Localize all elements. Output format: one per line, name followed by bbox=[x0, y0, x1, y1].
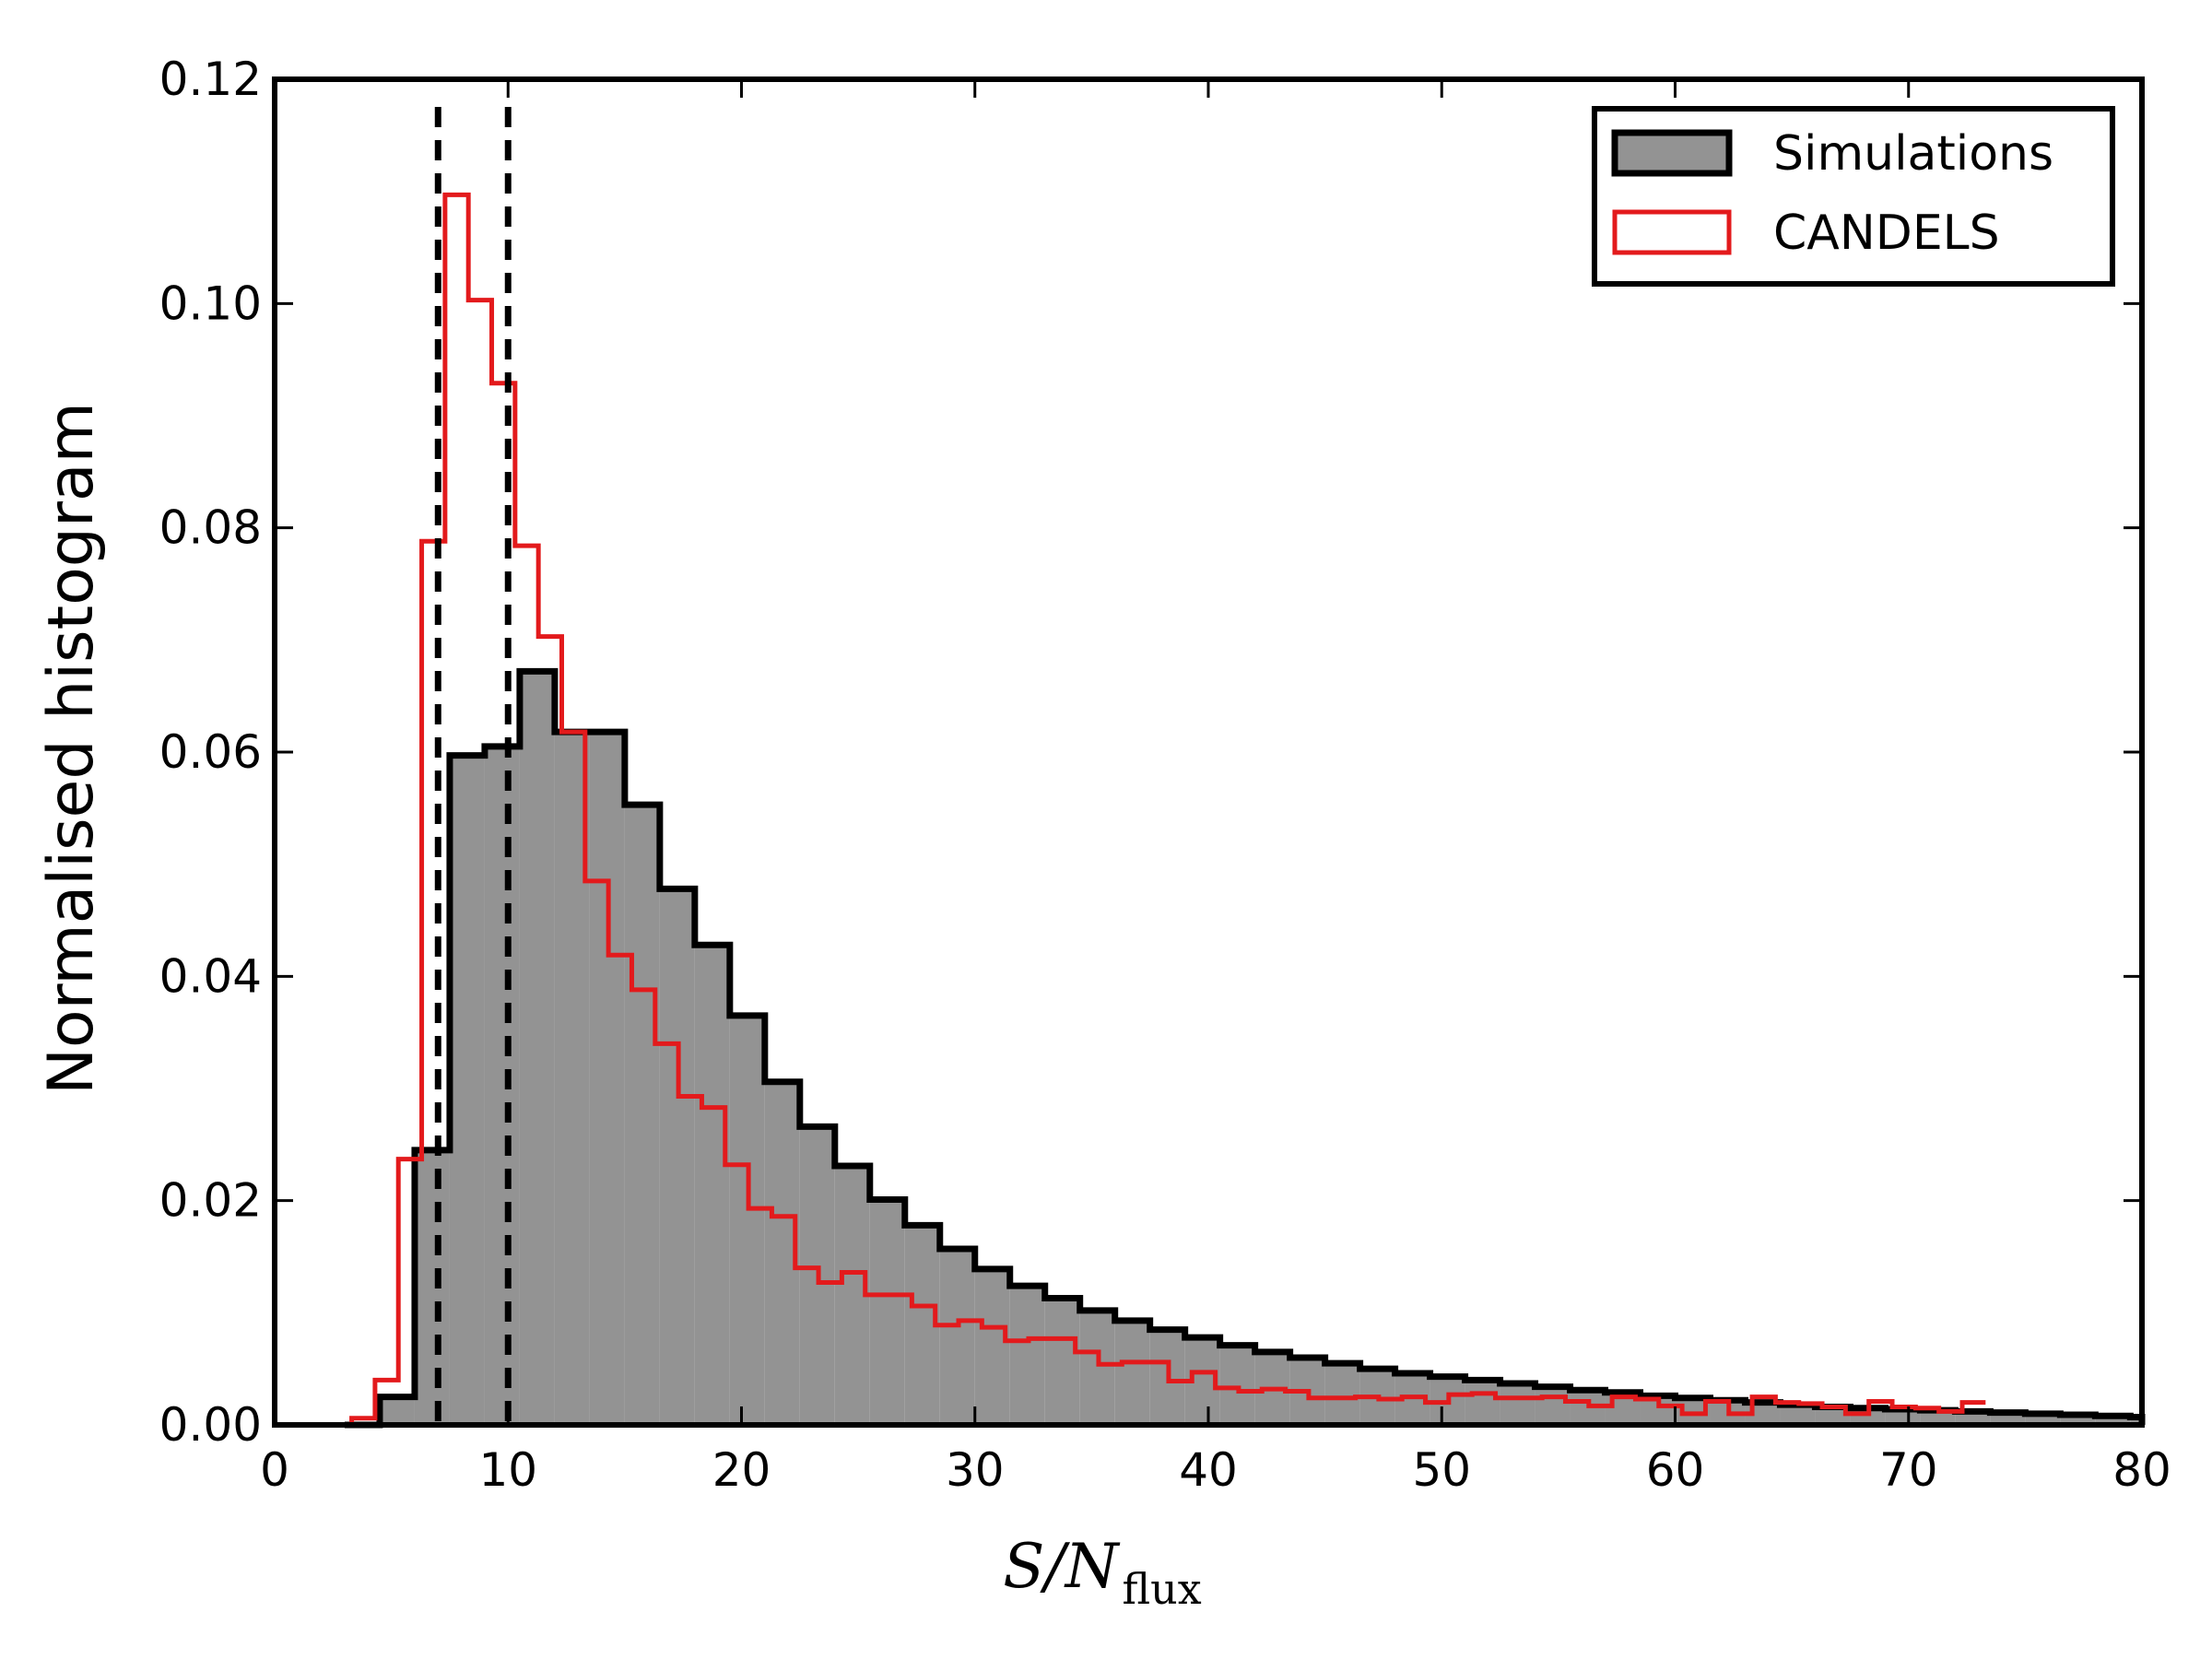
histogram-bar bbox=[1219, 1345, 1255, 1425]
vline-layer bbox=[434, 107, 512, 1425]
histogram-bar bbox=[1465, 1380, 1500, 1425]
histogram-bar bbox=[519, 671, 555, 1425]
histogram-bar bbox=[589, 732, 625, 1425]
x-tick-label: 40 bbox=[1179, 1443, 1238, 1497]
histogram-bar bbox=[939, 1248, 975, 1425]
y-tick-label: 0.02 bbox=[159, 1174, 262, 1228]
y-axis-label: Normalised histogram bbox=[35, 402, 108, 1095]
histogram-bar bbox=[414, 1149, 450, 1425]
histogram-bar bbox=[2095, 1416, 2131, 1425]
x-tick-label: 50 bbox=[1412, 1443, 1471, 1497]
histogram-bar bbox=[2130, 1417, 2142, 1425]
x-tick-label: 10 bbox=[478, 1443, 537, 1497]
x-axis-label-subscript: flux bbox=[1122, 1564, 1201, 1614]
histogram-bar bbox=[379, 1396, 415, 1425]
histogram-bar bbox=[1920, 1410, 1956, 1425]
legend-label-simulations: Simulations bbox=[1773, 126, 2053, 182]
x-tick-label: 80 bbox=[2112, 1443, 2171, 1497]
y-tick-label: 0.08 bbox=[159, 501, 262, 555]
series-layer bbox=[344, 192, 2146, 1429]
histogram-bar bbox=[1079, 1310, 1115, 1425]
axes-layer: 0 10 20 30 40 50 60 70 80 0.00 0.02 0.04 0.06 0.08 0.1… bbox=[159, 53, 2171, 1497]
y-tick-label: 0.10 bbox=[159, 276, 262, 330]
y-tick-label: 0.06 bbox=[159, 725, 262, 779]
x-tick-label: 0 bbox=[260, 1443, 289, 1497]
series-outline bbox=[349, 192, 1986, 1425]
histogram-bar bbox=[1535, 1386, 1571, 1425]
legend-label-candels: CANDELS bbox=[1773, 206, 2000, 261]
legend-swatch-simulations bbox=[1611, 129, 1733, 177]
series-candels bbox=[349, 192, 1986, 1425]
y-tick-label: 0.00 bbox=[159, 1398, 262, 1452]
histogram-bar bbox=[1324, 1363, 1360, 1425]
histogram-bar bbox=[1500, 1382, 1535, 1425]
series-outline bbox=[344, 667, 2146, 1429]
histogram-bar bbox=[869, 1199, 905, 1425]
histogram-bar bbox=[1815, 1406, 1851, 1425]
histogram-bar bbox=[729, 1015, 765, 1425]
histogram-bar bbox=[624, 805, 660, 1425]
x-tick-label: 70 bbox=[1879, 1443, 1938, 1497]
histogram-bar bbox=[1044, 1298, 1080, 1425]
histogram-bar bbox=[1780, 1405, 1816, 1425]
x-tick-label: 20 bbox=[712, 1443, 771, 1497]
histogram-bar bbox=[484, 746, 520, 1425]
x-axis-label: S/N flux bbox=[1003, 1531, 1202, 1614]
x-axis-label-main: S/N bbox=[1003, 1531, 1120, 1602]
histogram-bar bbox=[1009, 1286, 1045, 1425]
histogram-bar bbox=[659, 888, 695, 1425]
x-tick-label: 30 bbox=[946, 1443, 1005, 1497]
x-tick-label: 60 bbox=[1646, 1443, 1705, 1497]
histogram-bar bbox=[694, 945, 730, 1425]
histogram-bar bbox=[2060, 1415, 2096, 1425]
series-simulations bbox=[344, 667, 2146, 1429]
legend-swatch-candels bbox=[1612, 209, 1732, 255]
histogram-bar bbox=[1955, 1411, 1991, 1425]
legend: Simulations CANDELS bbox=[1592, 106, 2115, 287]
y-tick-label: 0.12 bbox=[159, 53, 262, 106]
histogram-bar bbox=[974, 1268, 1010, 1425]
y-tick-label: 0.04 bbox=[159, 949, 262, 1003]
histogram-bar bbox=[449, 755, 485, 1425]
axis-labels: Normalised histogram S/N flux bbox=[35, 402, 1202, 1614]
histogram-bar bbox=[1885, 1408, 1921, 1425]
histogram-bar bbox=[1114, 1320, 1150, 1425]
